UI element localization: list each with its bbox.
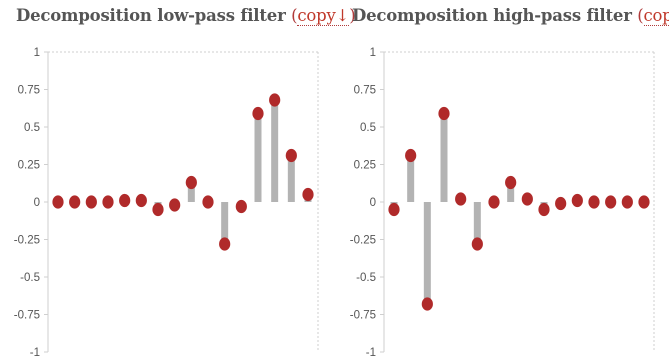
stem-marker bbox=[69, 195, 81, 209]
y-tick-label: 0.25 bbox=[18, 160, 40, 172]
y-tick-label: -0.5 bbox=[356, 272, 376, 284]
y-tick-label: -1 bbox=[366, 347, 376, 359]
stem-marker bbox=[571, 193, 583, 208]
stem-marker bbox=[521, 192, 533, 206]
stem-marker bbox=[269, 93, 281, 107]
stem-marker bbox=[405, 148, 417, 163]
stem-marker bbox=[252, 106, 264, 121]
copy-open-paren: ( bbox=[637, 6, 644, 25]
high-pass-stem-chart: 1 0.75 0.5 0.25 0 -0.25 -0.5 -0.75 -1 bbox=[350, 47, 655, 359]
y-tick-label: 0.5 bbox=[24, 122, 40, 134]
stem-marker bbox=[285, 148, 297, 163]
chart-title-text: Decomposition low-pass filter bbox=[16, 6, 286, 25]
stem-marker bbox=[185, 175, 197, 190]
stem-marker bbox=[455, 192, 467, 206]
stem-marker bbox=[538, 202, 550, 217]
stem-line bbox=[473, 202, 481, 244]
stem-line bbox=[287, 155, 295, 202]
chart-title: Decomposition high-pass filter (copy↓) bbox=[352, 6, 669, 26]
stem-line bbox=[507, 182, 515, 202]
stem-line bbox=[440, 113, 448, 202]
stem-marker bbox=[588, 195, 600, 209]
stem-marker bbox=[152, 202, 164, 217]
y-tick-label: -0.5 bbox=[20, 272, 40, 284]
y-tick-label: -1 bbox=[30, 347, 40, 359]
copy-control: (copy↓) bbox=[291, 6, 356, 26]
stem-marker bbox=[135, 193, 147, 208]
y-tick-label: -0.25 bbox=[350, 235, 376, 247]
low-pass-stem-chart: 1 0.75 0.5 0.25 0 -0.25 -0.5 -0.75 -1 bbox=[14, 47, 319, 359]
download-arrow-icon: ↓ bbox=[335, 6, 350, 25]
stem-marker bbox=[621, 195, 633, 209]
stem-marker bbox=[388, 202, 400, 217]
stem-marker bbox=[605, 195, 617, 209]
stem-marker bbox=[638, 195, 650, 209]
y-tick-label: 1 bbox=[370, 47, 376, 59]
copy-link[interactable]: copy↓ bbox=[643, 6, 669, 26]
stem-marker bbox=[302, 187, 314, 202]
stem-marker bbox=[85, 195, 97, 209]
y-tick-label: 1 bbox=[34, 47, 40, 59]
y-tick-label: -0.75 bbox=[14, 310, 40, 322]
stem-marker bbox=[102, 195, 114, 209]
copy-control: (copy↓) bbox=[637, 6, 669, 26]
stem-line bbox=[254, 113, 262, 202]
y-tick-label: 0 bbox=[370, 197, 376, 209]
low-pass-filter-panel: Decomposition low-pass filter (copy↓) 1 0… bbox=[0, 0, 356, 360]
y-tick-label: -0.75 bbox=[350, 310, 376, 322]
stem-line bbox=[407, 155, 415, 202]
chart-title-text: Decomposition high-pass filter bbox=[352, 6, 632, 25]
stem-line bbox=[221, 202, 229, 244]
y-tick-label: 0.5 bbox=[360, 122, 376, 134]
stem-marker bbox=[235, 199, 247, 214]
stem-marker bbox=[421, 297, 433, 311]
copy-link-label: copy bbox=[643, 6, 669, 25]
y-tick-label: -0.25 bbox=[14, 235, 40, 247]
y-tick-label: 0.75 bbox=[18, 85, 40, 97]
stem-marker bbox=[438, 106, 450, 121]
high-pass-filter-panel: Decomposition high-pass filter (copy↓) 1… bbox=[336, 0, 669, 360]
stem-line bbox=[423, 202, 431, 304]
stem-marker bbox=[52, 195, 64, 209]
stem-marker bbox=[471, 237, 483, 251]
stem-marker bbox=[555, 196, 567, 211]
stem-line bbox=[271, 100, 279, 202]
copy-close-paren: ) bbox=[349, 6, 356, 25]
stem-marker bbox=[219, 237, 231, 251]
stem-marker bbox=[505, 175, 517, 190]
copy-link-label: copy bbox=[297, 6, 336, 25]
stem-marker bbox=[202, 195, 214, 209]
stem-marker bbox=[488, 195, 500, 209]
y-tick-label: 0 bbox=[34, 197, 40, 209]
chart-title: Decomposition low-pass filter (copy↓) bbox=[16, 6, 356, 26]
copy-open-paren: ( bbox=[291, 6, 298, 25]
stem-marker bbox=[169, 198, 181, 212]
y-tick-label: 0.75 bbox=[354, 85, 376, 97]
y-tick-label: 0.25 bbox=[354, 160, 376, 172]
stem-marker bbox=[119, 193, 131, 208]
stem-line bbox=[187, 182, 195, 202]
copy-link[interactable]: copy↓ bbox=[297, 6, 349, 26]
